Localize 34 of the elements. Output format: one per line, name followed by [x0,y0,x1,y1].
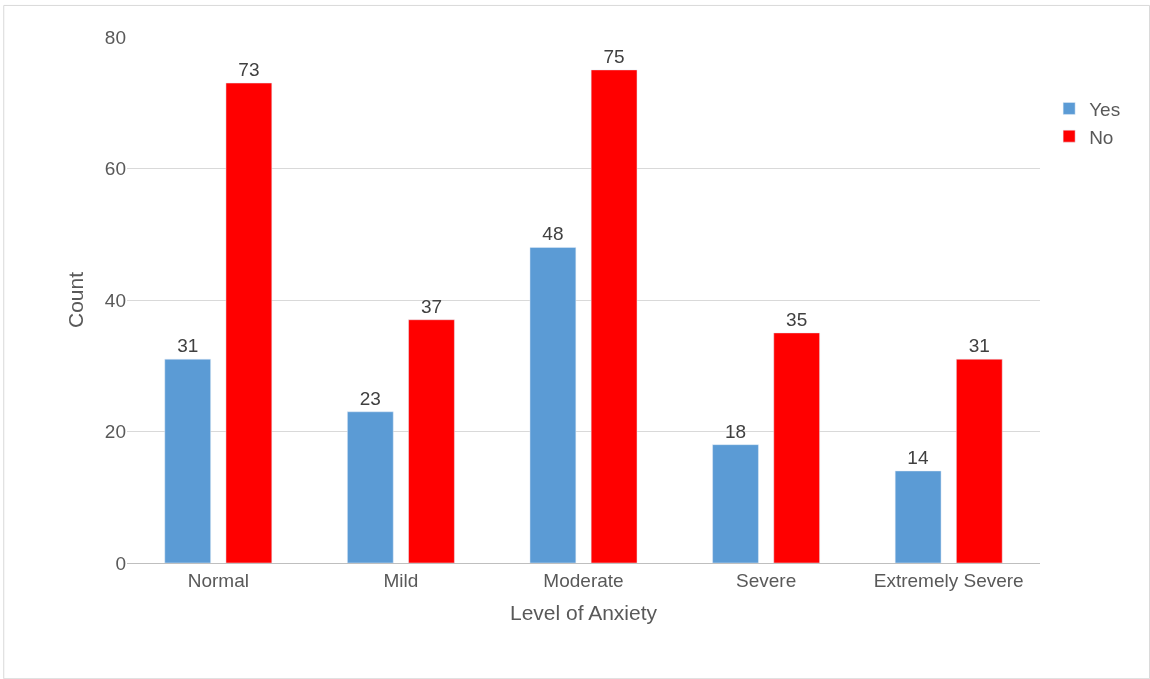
data-label: 31 [968,335,990,357]
legend-label: No [1089,126,1114,148]
legend-label: Yes [1089,98,1121,120]
y-tick-label: 20 [104,421,126,443]
x-axis-title: Level of Anxiety [509,601,658,624]
data-label: 18 [724,420,747,442]
bar [894,470,942,563]
data-label: 14 [907,446,929,468]
data-label: 37 [420,295,443,317]
x-tick-label: Normal [187,569,249,591]
data-label: 73 [238,59,260,81]
bar [712,444,759,563]
bar [529,247,577,563]
bar [590,69,638,563]
data-label: 35 [786,308,808,330]
y-tick-label: 0 [115,552,126,574]
x-tick-label: Severe [736,569,797,591]
x-tick-label: Moderate [543,569,624,591]
bar [164,358,211,563]
y-tick-label: 80 [104,26,126,48]
bar [225,82,273,563]
y-tick-label: 40 [104,289,126,311]
bar [347,411,394,563]
bar [408,319,455,563]
bar [773,332,820,563]
y-tick-label: 60 [104,158,126,180]
data-label: 31 [177,335,199,357]
bar [956,358,1003,563]
data-label: 75 [603,45,625,67]
data-label: 48 [542,223,564,245]
x-tick-label: Mild [383,569,419,591]
data-label: 23 [359,387,381,409]
x-tick-label: Extremely Severe [873,569,1024,591]
y-axis-title: Count [64,271,88,329]
